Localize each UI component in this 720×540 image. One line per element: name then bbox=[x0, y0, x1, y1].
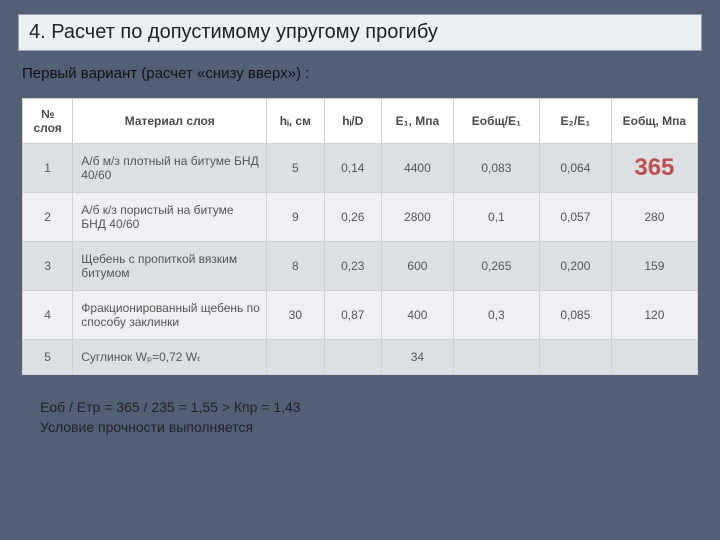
cell-eob: 159 bbox=[611, 242, 697, 291]
cell-material: Щебень с пропиткой вязким битумом bbox=[73, 242, 267, 291]
cell-num: 3 bbox=[23, 242, 73, 291]
cell-eob-highlight: 365 bbox=[611, 144, 697, 193]
footnote: Eоб / Eтр = 365 / 235 = 1,55 > Кпр = 1,4… bbox=[40, 397, 720, 438]
table-row: 4 Фракционированный щебень по способу за… bbox=[23, 291, 698, 340]
cell-e2e1 bbox=[539, 340, 611, 375]
col-header-h: hᵢ, см bbox=[267, 99, 324, 144]
cell-eobe1: 0,265 bbox=[453, 242, 539, 291]
cell-eobe1 bbox=[453, 340, 539, 375]
cell-e1: 600 bbox=[382, 242, 454, 291]
cell-eobe1: 0,3 bbox=[453, 291, 539, 340]
table-row: 1 А/б м/з плотный на битуме БНД 40/60 5 … bbox=[23, 144, 698, 193]
cell-h: 9 bbox=[267, 193, 324, 242]
cell-material: Суглинок Wₚ=0,72 Wₜ bbox=[73, 340, 267, 375]
table-header-row: № слоя Материал слоя hᵢ, см hᵢ/D E₁, Мпа… bbox=[23, 99, 698, 144]
cell-num: 1 bbox=[23, 144, 73, 193]
col-header-eob: Eобщ, Мпа bbox=[611, 99, 697, 144]
cell-e1: 2800 bbox=[382, 193, 454, 242]
cell-h: 8 bbox=[267, 242, 324, 291]
table-body: 1 А/б м/з плотный на битуме БНД 40/60 5 … bbox=[23, 144, 698, 375]
cell-hd bbox=[324, 340, 381, 375]
cell-e2e1: 0,200 bbox=[539, 242, 611, 291]
cell-e1: 4400 bbox=[382, 144, 454, 193]
layers-table-wrap: № слоя Материал слоя hᵢ, см hᵢ/D E₁, Мпа… bbox=[22, 98, 698, 375]
cell-eob: 280 bbox=[611, 193, 697, 242]
cell-hd: 0,26 bbox=[324, 193, 381, 242]
cell-num: 4 bbox=[23, 291, 73, 340]
slide-title: 4. Расчет по допустимому упругому прогиб… bbox=[29, 21, 691, 44]
cell-e2e1: 0,085 bbox=[539, 291, 611, 340]
cell-hd: 0,23 bbox=[324, 242, 381, 291]
layers-table: № слоя Материал слоя hᵢ, см hᵢ/D E₁, Мпа… bbox=[22, 98, 698, 375]
col-header-eobe1: Eобщ/E₁ bbox=[453, 99, 539, 144]
table-row: 5 Суглинок Wₚ=0,72 Wₜ 34 bbox=[23, 340, 698, 375]
slide-subtitle: Первый вариант (расчет «снизу вверх») : bbox=[22, 65, 698, 82]
cell-h: 5 bbox=[267, 144, 324, 193]
cell-e2e1: 0,064 bbox=[539, 144, 611, 193]
footnote-line-2: Условие прочности выполняется bbox=[40, 417, 720, 437]
cell-h: 30 bbox=[267, 291, 324, 340]
cell-eobe1: 0,083 bbox=[453, 144, 539, 193]
cell-e1: 34 bbox=[382, 340, 454, 375]
cell-material: А/б к/з пористый на битуме БНД 40/60 bbox=[73, 193, 267, 242]
cell-e2e1: 0,057 bbox=[539, 193, 611, 242]
col-header-e1: E₁, Мпа bbox=[382, 99, 454, 144]
cell-eobe1: 0,1 bbox=[453, 193, 539, 242]
col-header-num: № слоя bbox=[23, 99, 73, 144]
cell-material: А/б м/з плотный на битуме БНД 40/60 bbox=[73, 144, 267, 193]
slide-title-box: 4. Расчет по допустимому упругому прогиб… bbox=[18, 14, 702, 51]
cell-hd: 0,14 bbox=[324, 144, 381, 193]
col-header-material: Материал слоя bbox=[73, 99, 267, 144]
table-row: 2 А/б к/з пористый на битуме БНД 40/60 9… bbox=[23, 193, 698, 242]
cell-eob bbox=[611, 340, 697, 375]
table-row: 3 Щебень с пропиткой вязким битумом 8 0,… bbox=[23, 242, 698, 291]
cell-e1: 400 bbox=[382, 291, 454, 340]
cell-num: 5 bbox=[23, 340, 73, 375]
cell-hd: 0,87 bbox=[324, 291, 381, 340]
col-header-e2e1: E₂/E₁ bbox=[539, 99, 611, 144]
cell-h bbox=[267, 340, 324, 375]
footnote-line-1: Eоб / Eтр = 365 / 235 = 1,55 > Кпр = 1,4… bbox=[40, 397, 720, 417]
cell-eob: 120 bbox=[611, 291, 697, 340]
cell-num: 2 bbox=[23, 193, 73, 242]
cell-material: Фракционированный щебень по способу закл… bbox=[73, 291, 267, 340]
col-header-hd: hᵢ/D bbox=[324, 99, 381, 144]
